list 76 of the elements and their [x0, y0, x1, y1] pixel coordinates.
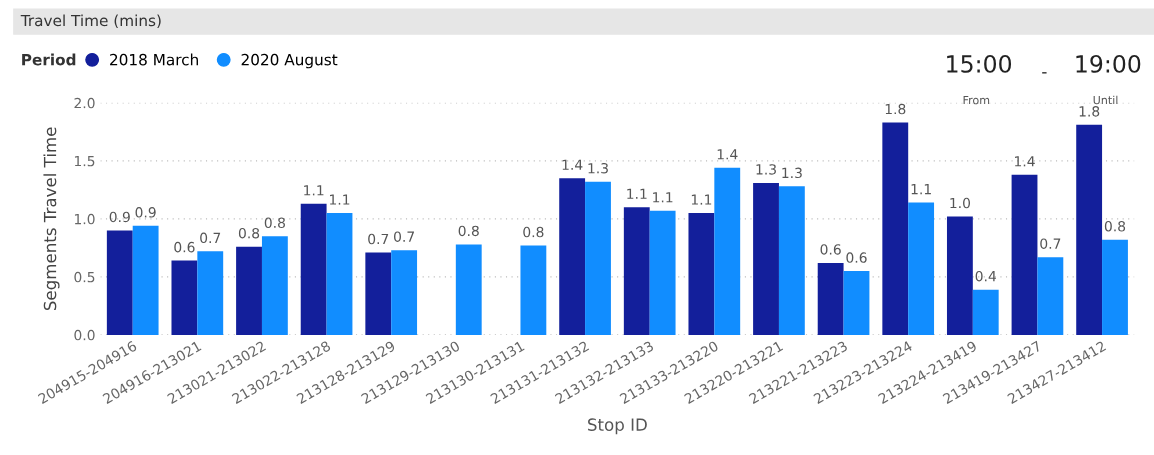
text: -: [1042, 72, 1047, 74]
data-label: 1.3: [756, 164, 776, 175]
bar: [753, 182, 779, 335]
bar: [946, 216, 973, 335]
data-label: 0.6: [820, 244, 841, 255]
y-tick-label: 0.5: [74, 271, 95, 283]
data-label: 1.3: [782, 167, 802, 179]
bar: [714, 167, 741, 335]
data-label: 0.4: [975, 270, 997, 282]
bar: [817, 262, 844, 335]
data-label: 1.8: [1079, 106, 1100, 117]
data-label: 1.1: [329, 194, 350, 205]
bar: [171, 260, 198, 335]
data-label: 0.8: [458, 225, 479, 237]
data-label: 1.0: [950, 197, 971, 209]
legend-label: 2020 August: [241, 53, 338, 69]
data-label: 0.9: [109, 211, 130, 223]
bar: [1011, 174, 1038, 335]
data-label: 1.1: [911, 184, 931, 195]
bar: [1037, 257, 1064, 335]
data-label: 0.6: [846, 252, 867, 263]
data-label: 0.8: [264, 217, 285, 229]
data-label: 1.8: [885, 103, 906, 115]
bar: [972, 289, 999, 335]
bar: [261, 236, 288, 335]
bar: [585, 181, 611, 335]
bar: [132, 225, 159, 335]
bar: [326, 213, 353, 335]
chart-title: Travel Time (mins): [20, 14, 161, 29]
bar: [391, 250, 418, 335]
text: 19:00: [1076, 54, 1141, 73]
legend-label: 2018 March: [110, 53, 198, 66]
bar: [1076, 124, 1103, 335]
y-axis-title: Segments Travel Time: [43, 127, 60, 311]
data-label: 0.8: [1104, 220, 1126, 232]
bar: [236, 246, 262, 335]
x-axis-title: Stop ID: [588, 418, 647, 435]
bar: [520, 245, 547, 335]
data-label: 0.7: [200, 232, 221, 244]
bar: [106, 230, 133, 335]
y-tick-label: 1.5: [74, 155, 95, 167]
data-label: 1.1: [691, 194, 712, 205]
bar: [778, 186, 805, 335]
bar: [688, 213, 715, 335]
text: 15:00: [947, 54, 1012, 73]
bar: [843, 271, 870, 335]
y-tick-label: 0.0: [74, 329, 95, 341]
bar: [365, 252, 392, 335]
y-tick-label: 1.0: [74, 213, 95, 225]
data-label: 0.7: [1040, 238, 1061, 249]
bar: [649, 210, 676, 335]
y-tick-label: 2.0: [74, 97, 95, 109]
data-label: 1.1: [304, 185, 324, 196]
data-label: 1.1: [653, 192, 673, 203]
data-label: 0.9: [135, 207, 156, 218]
bar: [882, 122, 909, 335]
bar: [197, 251, 224, 335]
data-label: 1.4: [1015, 156, 1035, 167]
bar: [623, 207, 650, 335]
legend-title: Period: [22, 53, 76, 66]
bar: [559, 178, 586, 335]
data-label: 0.8: [238, 227, 260, 239]
data-label: 0.8: [523, 226, 544, 238]
bar: [908, 202, 935, 335]
data-label: 0.7: [394, 231, 414, 242]
data-label: 0.7: [368, 233, 389, 245]
bar: [1102, 239, 1128, 335]
data-label: 1.3: [588, 162, 608, 174]
data-label: 1.4: [717, 149, 738, 160]
annotation: From: [963, 95, 990, 105]
bar: [300, 203, 327, 335]
data-label: 1.4: [562, 159, 583, 170]
data-label: 1.1: [627, 188, 647, 199]
annotation: Until: [1093, 95, 1118, 105]
data-label: 0.6: [174, 241, 195, 253]
bar: [455, 244, 482, 335]
